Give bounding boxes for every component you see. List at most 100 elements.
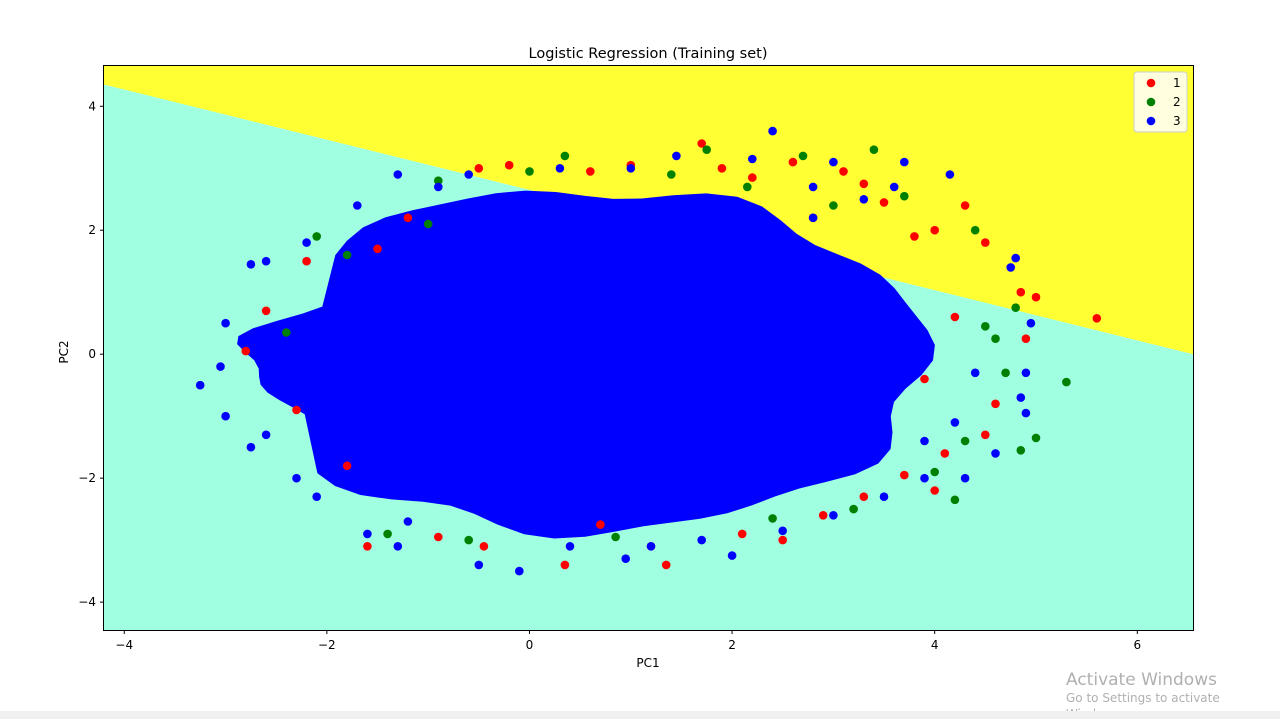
point-class-1-19 [737,529,747,539]
point-class-1-20 [930,486,939,495]
point-class-2-21 [383,529,392,539]
point-class-2-24 [667,170,676,179]
point-class-2-10 [342,250,352,260]
point-class-1-1 [960,201,970,210]
legend: 1 2 3 [1133,71,1188,133]
point-class-1-12 [373,244,382,254]
point-class-1-28 [818,511,828,520]
point-class-2-12 [981,322,990,331]
point-class-1-35 [920,374,929,384]
point-class-3-36 [970,368,980,378]
point-class-3-23 [246,442,256,452]
x-tick-label: 2 [728,638,736,652]
point-class-1-29 [1021,334,1031,344]
point-class-3-31 [464,170,474,179]
x-tick-label: −4 [115,638,133,652]
series-1 [241,139,1102,570]
point-class-2-15 [611,532,620,542]
point-class-2-20 [743,182,752,192]
point-class-2-28 [525,167,534,176]
point-class-3-24 [221,411,230,421]
point-class-1-37 [292,405,301,415]
point-class-2-17 [282,328,291,337]
legend-label-3: 3 [1173,114,1181,128]
point-class-1-25 [434,532,443,542]
y-axis-label: PC2 [57,340,71,363]
point-class-3-17 [621,554,630,563]
point-class-1-40 [778,535,787,545]
point-class-3-50 [808,213,818,223]
point-class-3-7 [1026,318,1036,328]
watermark-title: Activate Windows [1066,670,1217,690]
y-tick-label: −2 [78,471,96,485]
point-class-1-8 [930,225,939,235]
y-axis: −4 −2 0 2 4 [78,99,104,609]
point-class-2-29 [423,219,433,229]
point-class-3-47 [1006,263,1015,272]
point-cloud-class-3 [237,190,935,539]
y-tick-label: 2 [88,223,96,237]
legend-box [1133,71,1188,133]
point-class-3-12 [920,473,929,483]
point-class-1-14 [261,306,271,316]
legend-marker-2 [1146,97,1156,107]
point-class-1-31 [910,232,919,241]
point-class-3-46 [261,430,271,440]
point-class-1-15 [241,346,251,356]
point-class-1-3 [1031,292,1041,302]
point-class-1-16 [479,542,489,551]
point-class-1-4 [1092,314,1102,323]
point-class-3-10 [1021,408,1031,418]
point-class-2-8 [560,151,570,161]
point-class-3-29 [221,318,230,328]
point-class-3-45 [353,201,362,210]
point-class-2-6 [798,151,808,161]
x-tick-label: 6 [1133,638,1141,652]
point-class-3-37 [991,449,1000,458]
point-class-3-25 [195,380,205,390]
point-class-2-25 [900,191,909,201]
point-class-3-51 [434,182,443,192]
point-class-3-48 [920,436,929,446]
point-class-3-41 [403,517,413,526]
point-class-1-5 [981,238,990,247]
point-class-1-27 [859,492,869,502]
point-class-3-15 [697,535,706,545]
point-class-1-23 [342,461,352,471]
point-class-1-9 [839,167,848,176]
point-class-1-22 [900,470,909,480]
point-class-1-11 [717,164,727,173]
point-class-1-6 [859,179,869,189]
point-class-2-18 [1001,368,1010,378]
point-class-3-11 [950,418,960,427]
point-class-2-16 [464,535,474,545]
point-class-2-4 [970,225,980,235]
point-class-3-6 [1011,253,1020,263]
y-tick-label: −4 [78,595,96,609]
plot-area [104,66,1193,630]
point-class-2-22 [930,467,939,477]
point-class-3-8 [1021,368,1031,378]
point-class-1-17 [560,560,570,570]
point-class-1-33 [504,160,514,170]
point-class-2-11 [1011,303,1020,313]
point-class-3-19 [474,560,484,570]
point-class-2-5 [869,145,879,154]
point-class-3-22 [292,473,301,483]
point-class-1-39 [403,213,413,223]
point-class-2-2 [950,495,960,505]
legend-label-2: 2 [1173,95,1181,109]
point-class-1-0 [697,139,706,148]
point-class-3-13 [879,492,889,502]
series-2 [282,145,1071,545]
point-class-3-49 [889,182,899,192]
point-class-3-34 [859,195,869,204]
point-class-2-19 [829,201,838,210]
x-tick-label: −2 [318,638,336,652]
x-axis-label: PC1 [636,656,659,670]
point-class-1-44 [474,164,484,173]
point-class-3-20 [393,542,403,551]
point-class-3-18 [515,566,524,576]
point-class-3-0 [768,126,777,136]
point-class-3-38 [960,473,970,483]
